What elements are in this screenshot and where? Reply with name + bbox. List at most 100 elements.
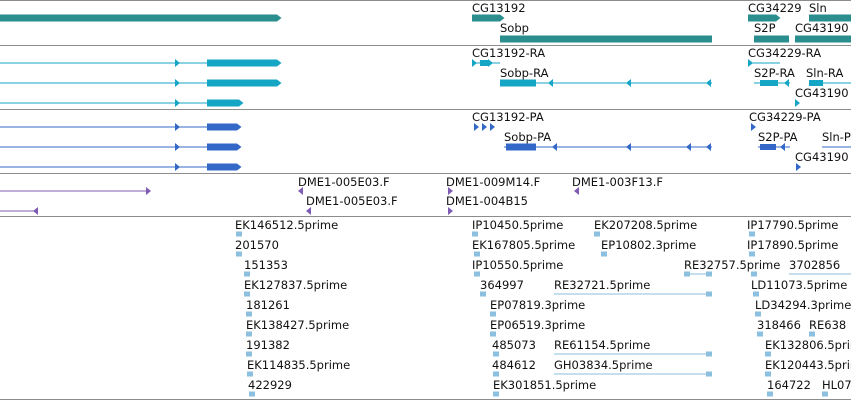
protein-exon-sobp-b[interactable] [552, 143, 557, 151]
est-label-re32757[interactable]: RE32757.5prime [684, 258, 781, 272]
gene-label-sln[interactable]: Sln [809, 1, 827, 15]
est-label-ip17890[interactable]: IP17890.5prime [747, 238, 839, 252]
transcript-exon-sobp-c[interactable] [626, 79, 631, 87]
est-label-3702856[interactable]: 3702856 [789, 258, 841, 272]
transcript-exon-left-0[interactable] [207, 59, 282, 67]
est-glyph-26[interactable] [765, 351, 771, 357]
transcript-exon-s2p-b[interactable] [784, 79, 789, 87]
transcript-exon-sobp-a[interactable] [500, 79, 536, 87]
est-label-ek132806[interactable]: EK132806.5prime [765, 338, 851, 352]
transcript-label-s2p-ra[interactable]: S2P-RA [754, 66, 795, 80]
est-glyph-re61154-end[interactable] [706, 351, 712, 357]
est-glyph-18[interactable] [594, 231, 600, 237]
est-label-ek146512[interactable]: EK146512.5prime [235, 218, 339, 232]
est-label-hl07[interactable]: HL07 [822, 378, 851, 392]
transcript-exon-cg13192-a[interactable] [472, 59, 477, 67]
est-label-181261[interactable]: 181261 [246, 298, 290, 312]
protein-label-cg43190[interactable]: CG43190 [795, 150, 849, 164]
est-glyph-re32721-end[interactable] [706, 291, 712, 297]
protein-label-cg13192-pa[interactable]: CG13192-PA [472, 110, 544, 124]
protein-exon-s2p[interactable] [760, 144, 776, 150]
est-label-re61154[interactable]: RE61154.5prime [554, 338, 651, 352]
transcript-exon-cg34229[interactable] [748, 59, 753, 67]
transcript-exon-s2p[interactable] [760, 80, 778, 86]
est-label-ek114835[interactable]: EK114835.5prime [247, 358, 351, 372]
transcript-exon-arrow-left-0[interactable] [175, 59, 180, 67]
bac-end-left-b[interactable] [33, 207, 38, 215]
est-label-ld11073[interactable]: LD11073.5prime [751, 278, 848, 292]
est-glyph-16[interactable] [493, 371, 499, 377]
protein-exon-arrow-left-1[interactable] [175, 143, 180, 151]
protein-label-sln-p[interactable]: Sln-P [822, 130, 851, 144]
transcript-label-sln-ra[interactable]: Sln-RA [806, 66, 844, 80]
transcript-label-cg13192-ra[interactable]: CG13192-RA [472, 46, 546, 60]
protein-exon-sobp-d[interactable] [686, 143, 691, 151]
est-glyph-15[interactable] [493, 351, 499, 357]
est-label-ek120443[interactable]: EK120443.5prime [765, 358, 851, 372]
est-glyph-22[interactable] [751, 271, 757, 277]
est-label-484612[interactable]: 484612 [492, 358, 536, 372]
transcript-exon-cg43190[interactable] [795, 99, 800, 107]
est-glyph-2[interactable] [244, 271, 250, 277]
protein-exon-sobp-a[interactable] [506, 143, 536, 151]
est-glyph-20[interactable] [749, 231, 755, 237]
transcript-exon-arrow-left-1[interactable] [175, 79, 180, 87]
bac-label-dme1-005e03-f-a[interactable]: DME1-005E03.F [298, 175, 390, 189]
gene-glyph-cg13192[interactable] [472, 14, 505, 22]
est-glyph-23[interactable] [753, 291, 759, 297]
bac-glyph-004b15[interactable] [448, 207, 453, 215]
est-label-ip17790[interactable]: IP17790.5prime [747, 218, 839, 232]
est-label-164722[interactable]: 164722 [767, 378, 811, 392]
bac-glyph-005e03-b[interactable] [306, 207, 311, 215]
transcript-label-cg34229-ra[interactable]: CG34229-RA [748, 46, 822, 60]
protein-exon-cg34229[interactable] [751, 123, 756, 131]
est-glyph-14[interactable] [490, 331, 496, 337]
protein-label-sobp-pa[interactable]: Sobp-PA [504, 130, 552, 144]
est-label-gh03834[interactable]: GH03834.5prime [554, 358, 653, 372]
gene-label-sobp[interactable]: Sobp [500, 21, 529, 35]
est-glyph-27[interactable] [765, 371, 771, 377]
protein-label-cg34229-pa[interactable]: CG34229-PA [749, 110, 821, 124]
est-glyph-6[interactable] [246, 351, 252, 357]
protein-label-s2p-pa[interactable]: S2P-PA [758, 130, 798, 144]
est-label-318466[interactable]: 318466 [757, 318, 801, 332]
protein-exon-arrow-left-0[interactable] [175, 123, 180, 131]
bac-label-dme1-009m14-f[interactable]: DME1-009M14.F [446, 175, 541, 189]
est-label-485073[interactable]: 485073 [492, 338, 536, 352]
est-label-ek167805[interactable]: EK167805.5prime [472, 238, 576, 252]
est-glyph-13[interactable] [490, 311, 496, 317]
protein-exon-arrow-left-2[interactable] [175, 163, 180, 171]
protein-exon-cg13192-b[interactable] [482, 123, 487, 131]
transcript-exon-cg13192-c[interactable] [488, 59, 493, 67]
est-glyph-re32757-a[interactable] [684, 271, 690, 277]
gene-label-cg43190[interactable]: CG43190 [795, 21, 849, 35]
est-glyph-4[interactable] [246, 311, 252, 317]
est-label-191382[interactable]: 191382 [246, 338, 290, 352]
bac-glyph-003f13[interactable] [574, 187, 579, 195]
gene-label-cg13192[interactable]: CG13192 [472, 1, 526, 15]
est-glyph-17[interactable] [493, 391, 499, 397]
est-glyph-12[interactable] [480, 291, 486, 297]
protein-exon-left-0[interactable] [207, 123, 242, 131]
protein-exon-left-1[interactable] [207, 143, 242, 151]
est-label-ek138427[interactable]: EK138427.5prime [246, 318, 350, 332]
bac-label-dme1-004b15[interactable]: DME1-004B15 [446, 194, 528, 208]
est-glyph-gh03834-end[interactable] [706, 371, 712, 377]
bac-label-dme1-005e03-f-b[interactable]: DME1-005E03.F [306, 194, 398, 208]
est-label-364997[interactable]: 364997 [480, 278, 524, 292]
bac-end-left-a[interactable] [146, 187, 151, 195]
protein-exon-left-2[interactable] [207, 163, 242, 171]
est-label-ip10550[interactable]: IP10550.5prime [472, 258, 564, 272]
transcript-exon-left-2[interactable] [207, 99, 244, 107]
est-glyph-5[interactable] [246, 331, 252, 337]
est-glyph-19[interactable] [601, 251, 607, 257]
est-glyph-3[interactable] [244, 291, 250, 297]
est-glyph-1[interactable] [236, 251, 242, 257]
est-label-ep07819[interactable]: EP07819.3prime [490, 298, 586, 312]
est-label-ek30185[interactable]: EK301851.5prime [493, 378, 597, 392]
gene-glyph-s2p[interactable] [754, 35, 789, 43]
est-glyph-25[interactable] [757, 331, 763, 337]
protein-exon-sobp-c[interactable] [626, 143, 631, 151]
gene-glyph-left[interactable] [0, 14, 282, 22]
bac-label-dme1-003f13-f[interactable]: DME1-003F13.F [572, 175, 663, 189]
